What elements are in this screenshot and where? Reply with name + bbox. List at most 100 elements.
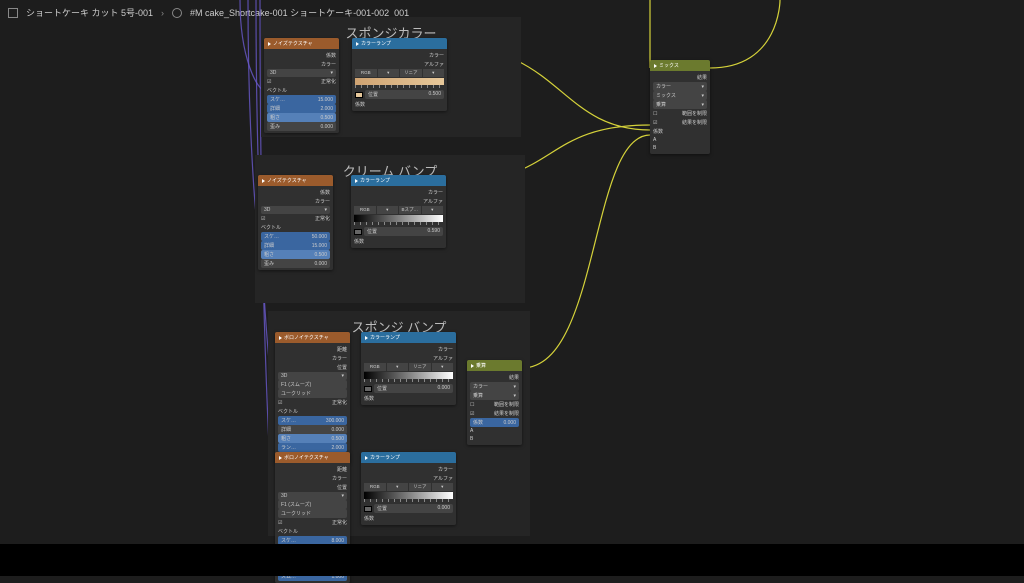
collapse-icon[interactable]	[471, 364, 474, 368]
output-socket[interactable]: 位置	[337, 364, 347, 371]
node-noise-texture[interactable]: ノイズテクスチャ 係数 カラー 3D▾ ☑正常化 ベクトル スケ…15.000 …	[264, 38, 339, 133]
output-socket[interactable]: カラー	[315, 198, 330, 205]
collapse-icon[interactable]	[654, 64, 657, 68]
node-header[interactable]: カラーランプ	[361, 452, 456, 463]
output-socket[interactable]: 結果	[509, 374, 519, 381]
input-socket[interactable]: B	[470, 436, 473, 442]
collapse-icon[interactable]	[268, 42, 271, 46]
number-field[interactable]: 粗さ0.500	[267, 113, 336, 122]
node-color-ramp[interactable]: カラーランプ カラー アルファ RGB▾リニア▾ 位置0.000 係数	[361, 332, 456, 405]
node-header[interactable]: ボロノイテクスチャ	[275, 332, 350, 343]
node-header[interactable]: 乗算	[467, 360, 522, 371]
node-header[interactable]: ノイズテクスチャ	[258, 175, 333, 186]
number-field[interactable]: 歪み0.000	[261, 259, 330, 268]
output-socket[interactable]: カラー	[438, 466, 453, 473]
output-socket[interactable]: 係数	[320, 189, 330, 196]
node-editor[interactable]: スポンジカラー クリーム バンプ スポンジ バンプ ノイズテクスチャ 係数 カラ…	[0, 0, 1024, 576]
gradient-ramp[interactable]	[355, 78, 444, 85]
input-socket[interactable]: A	[653, 137, 656, 143]
output-socket[interactable]: カラー	[332, 475, 347, 482]
output-socket[interactable]: 結果	[697, 74, 707, 81]
checkbox[interactable]: ☑結果を制限	[653, 118, 707, 127]
ramp-toolbar[interactable]: RGB▾Bスプ…▾	[354, 206, 443, 214]
output-socket[interactable]: カラー	[428, 189, 443, 196]
number-field[interactable]: 係数0.000	[470, 418, 519, 427]
output-socket[interactable]: アルファ	[433, 355, 453, 362]
number-field[interactable]: 歪み0.000	[267, 122, 336, 131]
node-mix[interactable]: ミックス 結果 カラー▾ ミックス▾ 乗算▾ ☐範囲を制限 ☑結果を制限 係数 …	[650, 60, 710, 154]
number-field[interactable]: 詳細0.000	[278, 425, 347, 434]
checkbox[interactable]: ☑正常化	[267, 77, 336, 86]
input-socket[interactable]: A	[470, 428, 473, 434]
enum-field[interactable]: ミックス▾	[653, 91, 707, 100]
input-socket[interactable]: ベクトル	[261, 224, 281, 231]
ramp-toolbar[interactable]: RGB▾リニア▾	[364, 483, 453, 491]
enum-field[interactable]: 3D▾	[278, 492, 347, 500]
enum-field[interactable]: F1 (スムーズ)	[278, 500, 347, 509]
color-chip[interactable]	[364, 506, 372, 512]
input-socket[interactable]: ベクトル	[278, 408, 298, 415]
number-field[interactable]: ラン…2.000	[278, 443, 347, 452]
number-field[interactable]: スケ…50.000	[261, 232, 330, 241]
node-color-ramp[interactable]: カラーランプ カラー アルファ RGB▾リニア▾ 位置0.500 係数	[352, 38, 447, 111]
input-socket[interactable]: 係数	[354, 238, 364, 245]
number-field[interactable]: 位置0.590	[364, 227, 443, 236]
collapse-icon[interactable]	[279, 336, 282, 340]
input-socket[interactable]: ベクトル	[267, 87, 287, 94]
collapse-icon[interactable]	[356, 42, 359, 46]
number-field[interactable]: 詳細2.000	[267, 104, 336, 113]
gradient-ramp[interactable]	[364, 372, 453, 379]
output-socket[interactable]: 距離	[337, 466, 347, 473]
enum-field[interactable]: F1 (スムーズ)	[278, 380, 347, 389]
gradient-ramp[interactable]	[364, 492, 453, 499]
output-socket[interactable]: アルファ	[433, 475, 453, 482]
number-field[interactable]: 粗さ0.500	[261, 250, 330, 259]
color-chip[interactable]	[355, 92, 363, 98]
output-socket[interactable]: カラー	[321, 61, 336, 68]
enum-field[interactable]: 3D▾	[278, 372, 347, 380]
input-socket[interactable]: 係数	[364, 395, 374, 402]
node-header[interactable]: カラーランプ	[351, 175, 446, 186]
input-socket[interactable]: 係数	[364, 515, 374, 522]
node-header[interactable]: ミックス	[650, 60, 710, 71]
number-field[interactable]: 位置0.500	[365, 90, 444, 99]
node-noise-texture[interactable]: ノイズテクスチャ 係数 カラー 3D▾ ☑正常化 ベクトル スケ…50.000 …	[258, 175, 333, 270]
output-socket[interactable]: 位置	[337, 484, 347, 491]
output-socket[interactable]: アルファ	[424, 61, 444, 68]
enum-field[interactable]: ユークリッド	[278, 389, 347, 398]
input-socket[interactable]: 係数	[653, 128, 663, 135]
output-socket[interactable]: アルファ	[423, 198, 443, 205]
enum-field[interactable]: 乗算▾	[653, 100, 707, 109]
node-header[interactable]: カラーランプ	[352, 38, 447, 49]
output-socket[interactable]: 係数	[326, 52, 336, 59]
checkbox[interactable]: ☐範囲を制限	[653, 109, 707, 118]
checkbox[interactable]: ☑正常化	[278, 398, 347, 407]
number-field[interactable]: スケ…15.000	[267, 95, 336, 104]
output-socket[interactable]: カラー	[332, 355, 347, 362]
input-socket[interactable]: 係数	[355, 101, 365, 108]
number-field[interactable]: 位置0.000	[374, 504, 453, 513]
node-header[interactable]: ノイズテクスチャ	[264, 38, 339, 49]
collapse-icon[interactable]	[355, 179, 358, 183]
collapse-icon[interactable]	[365, 456, 368, 460]
checkbox[interactable]: ☑結果を制限	[470, 409, 519, 418]
number-field[interactable]: 位置0.000	[374, 384, 453, 393]
ramp-toolbar[interactable]: RGB▾リニア▾	[355, 69, 444, 77]
output-socket[interactable]: カラー	[429, 52, 444, 59]
checkbox[interactable]: ☑正常化	[278, 518, 347, 527]
enum-field[interactable]: 3D▾	[267, 69, 336, 77]
node-header[interactable]: ボロノイテクスチャ	[275, 452, 350, 463]
color-chip[interactable]	[354, 229, 362, 235]
node-voronoi-texture[interactable]: ボロノイテクスチャ 距離 カラー 位置 3D▾ F1 (スムーズ) ユークリッド…	[275, 332, 350, 463]
node-color-ramp[interactable]: カラーランプ カラー アルファ RGB▾Bスプ…▾ 位置0.590 係数	[351, 175, 446, 248]
input-socket[interactable]: ベクトル	[278, 528, 298, 535]
collapse-icon[interactable]	[365, 336, 368, 340]
collapse-icon[interactable]	[279, 456, 282, 460]
color-chip[interactable]	[364, 386, 372, 392]
input-socket[interactable]: B	[653, 145, 656, 151]
checkbox[interactable]: ☐範囲を制限	[470, 400, 519, 409]
output-socket[interactable]: 距離	[337, 346, 347, 353]
checkbox[interactable]: ☑正常化	[261, 214, 330, 223]
enum-field[interactable]: 3D▾	[261, 206, 330, 214]
enum-field[interactable]: 乗算▾	[470, 391, 519, 400]
